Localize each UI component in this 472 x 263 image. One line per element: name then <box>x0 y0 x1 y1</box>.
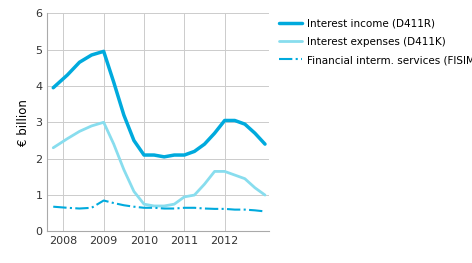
Interest expenses (D411K) <box>89 124 94 128</box>
Financial interm. services (FISIM) <box>262 210 268 213</box>
Interest expenses (D411K) <box>222 170 228 173</box>
Interest income (D411R) <box>252 132 258 135</box>
Interest expenses (D411K) <box>101 121 107 124</box>
Interest income (D411R) <box>141 154 147 157</box>
Financial interm. services (FISIM) <box>222 207 228 210</box>
Financial interm. services (FISIM) <box>151 206 157 209</box>
Financial interm. services (FISIM) <box>242 208 248 211</box>
Financial interm. services (FISIM) <box>76 207 82 210</box>
Financial interm. services (FISIM) <box>182 206 187 209</box>
Interest expenses (D411K) <box>232 174 237 177</box>
Interest income (D411R) <box>76 61 82 64</box>
Interest expenses (D411K) <box>161 204 167 208</box>
Legend: Interest income (D411R), Interest expenses (D411K), Financial interm. services (: Interest income (D411R), Interest expens… <box>278 18 472 65</box>
Interest income (D411R) <box>262 143 268 146</box>
Financial interm. services (FISIM) <box>89 206 94 209</box>
Financial interm. services (FISIM) <box>121 204 126 207</box>
Interest expenses (D411K) <box>111 143 117 146</box>
Line: Financial interm. services (FISIM): Financial interm. services (FISIM) <box>53 200 265 211</box>
Y-axis label: € billion: € billion <box>17 99 30 146</box>
Line: Interest income (D411R): Interest income (D411R) <box>53 51 265 157</box>
Interest income (D411R) <box>171 154 177 157</box>
Financial interm. services (FISIM) <box>252 209 258 212</box>
Interest income (D411R) <box>101 50 107 53</box>
Interest expenses (D411K) <box>141 203 147 206</box>
Interest income (D411R) <box>89 53 94 57</box>
Interest expenses (D411K) <box>131 190 137 193</box>
Financial interm. services (FISIM) <box>51 205 56 208</box>
Interest income (D411R) <box>161 155 167 158</box>
Interest expenses (D411K) <box>212 170 218 173</box>
Interest expenses (D411K) <box>252 186 258 189</box>
Interest income (D411R) <box>242 123 248 126</box>
Interest expenses (D411K) <box>65 137 70 140</box>
Financial interm. services (FISIM) <box>65 206 70 209</box>
Financial interm. services (FISIM) <box>212 207 218 210</box>
Interest income (D411R) <box>212 132 218 135</box>
Interest income (D411R) <box>111 81 117 84</box>
Financial interm. services (FISIM) <box>161 207 167 210</box>
Financial interm. services (FISIM) <box>141 206 147 209</box>
Interest income (D411R) <box>51 86 56 89</box>
Interest expenses (D411K) <box>202 183 207 186</box>
Interest expenses (D411K) <box>192 194 197 197</box>
Interest income (D411R) <box>121 113 126 117</box>
Interest income (D411R) <box>131 139 137 142</box>
Interest expenses (D411K) <box>151 204 157 208</box>
Interest income (D411R) <box>65 73 70 77</box>
Interest expenses (D411K) <box>51 146 56 149</box>
Interest expenses (D411K) <box>182 195 187 199</box>
Financial interm. services (FISIM) <box>131 205 137 208</box>
Financial interm. services (FISIM) <box>202 207 207 210</box>
Interest income (D411R) <box>151 154 157 157</box>
Interest expenses (D411K) <box>171 203 177 206</box>
Interest income (D411R) <box>182 154 187 157</box>
Interest income (D411R) <box>202 143 207 146</box>
Financial interm. services (FISIM) <box>192 206 197 209</box>
Financial interm. services (FISIM) <box>171 207 177 210</box>
Interest income (D411R) <box>222 119 228 122</box>
Line: Interest expenses (D411K): Interest expenses (D411K) <box>53 122 265 206</box>
Financial interm. services (FISIM) <box>101 199 107 202</box>
Interest income (D411R) <box>232 119 237 122</box>
Interest expenses (D411K) <box>121 168 126 171</box>
Interest expenses (D411K) <box>242 177 248 180</box>
Interest expenses (D411K) <box>76 130 82 133</box>
Interest expenses (D411K) <box>262 194 268 197</box>
Financial interm. services (FISIM) <box>232 208 237 211</box>
Interest income (D411R) <box>192 150 197 153</box>
Financial interm. services (FISIM) <box>111 201 117 205</box>
